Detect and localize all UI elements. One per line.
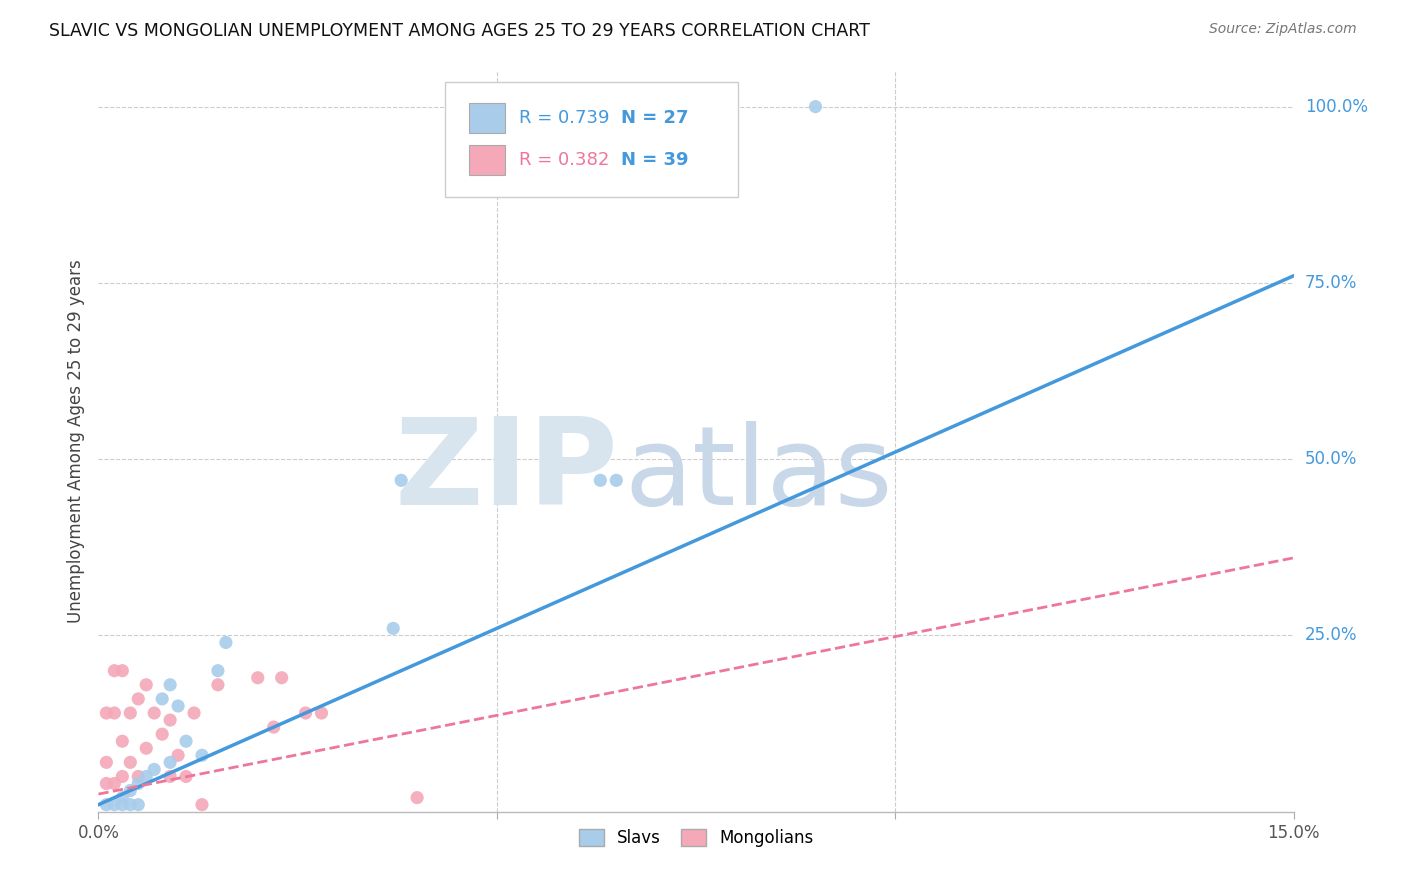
Point: [103, 797, 125, 812]
Point: [389, 473, 412, 487]
Text: SLAVIC VS MONGOLIAN UNEMPLOYMENT AMONG AGES 25 TO 29 YEARS CORRELATION CHART: SLAVIC VS MONGOLIAN UNEMPLOYMENT AMONG A…: [49, 22, 870, 40]
Text: 50.0%: 50.0%: [1305, 450, 1357, 468]
Point: [294, 706, 316, 720]
Point: [406, 790, 429, 805]
Point: [127, 776, 149, 790]
Point: [111, 664, 134, 678]
FancyBboxPatch shape: [470, 103, 505, 133]
Point: [150, 692, 173, 706]
Point: [127, 797, 149, 812]
Point: [135, 769, 157, 783]
Point: [605, 473, 627, 487]
Point: [111, 734, 134, 748]
Point: [143, 706, 166, 720]
Text: 75.0%: 75.0%: [1305, 274, 1357, 292]
Point: [174, 769, 197, 783]
Text: atlas: atlas: [624, 421, 893, 528]
FancyBboxPatch shape: [470, 145, 505, 175]
Point: [167, 698, 190, 713]
Point: [143, 763, 166, 777]
Point: [215, 635, 238, 649]
FancyBboxPatch shape: [446, 82, 738, 197]
Point: [191, 797, 214, 812]
Point: [311, 706, 333, 720]
Point: [96, 776, 118, 790]
Point: [246, 671, 269, 685]
Point: [120, 783, 142, 797]
Text: N = 27: N = 27: [620, 109, 688, 127]
Point: [127, 769, 149, 783]
Point: [270, 671, 292, 685]
Text: 100.0%: 100.0%: [1305, 97, 1368, 116]
Point: [207, 678, 229, 692]
Point: [103, 664, 125, 678]
Point: [167, 748, 190, 763]
Text: Source: ZipAtlas.com: Source: ZipAtlas.com: [1209, 22, 1357, 37]
Point: [120, 797, 142, 812]
Point: [159, 678, 181, 692]
Point: [96, 706, 118, 720]
Text: N = 39: N = 39: [620, 152, 688, 169]
Point: [263, 720, 285, 734]
Point: [183, 706, 205, 720]
Point: [382, 621, 405, 635]
Point: [159, 756, 181, 770]
Point: [103, 706, 125, 720]
Point: [96, 756, 118, 770]
Point: [159, 713, 181, 727]
Point: [150, 727, 173, 741]
Text: ZIP: ZIP: [395, 413, 619, 530]
Text: R = 0.739: R = 0.739: [519, 109, 610, 127]
Text: R = 0.382: R = 0.382: [519, 152, 609, 169]
Point: [127, 692, 149, 706]
Point: [120, 706, 142, 720]
Point: [103, 776, 125, 790]
Point: [174, 734, 197, 748]
Point: [120, 756, 142, 770]
Point: [135, 678, 157, 692]
Point: [111, 797, 134, 812]
Point: [135, 741, 157, 756]
Point: [159, 769, 181, 783]
Point: [191, 748, 214, 763]
Point: [804, 100, 827, 114]
Text: 25.0%: 25.0%: [1305, 626, 1357, 644]
Point: [111, 790, 134, 805]
Y-axis label: Unemployment Among Ages 25 to 29 years: Unemployment Among Ages 25 to 29 years: [66, 260, 84, 624]
Point: [111, 769, 134, 783]
Point: [96, 797, 118, 812]
Legend: Slavs, Mongolians: Slavs, Mongolians: [571, 821, 821, 855]
Point: [589, 473, 612, 487]
Point: [207, 664, 229, 678]
